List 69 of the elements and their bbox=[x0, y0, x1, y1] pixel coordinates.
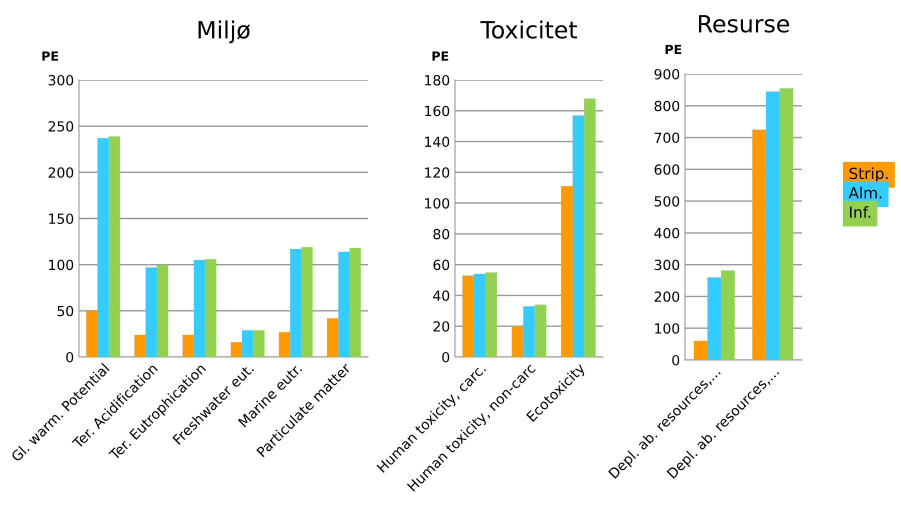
y-tick-label: 700 bbox=[654, 132, 680, 144]
text: Alm. bbox=[848, 186, 882, 198]
bar bbox=[134, 334, 146, 357]
bar bbox=[766, 91, 780, 360]
bar bbox=[350, 248, 361, 357]
chart-title: Toxicitet bbox=[480, 20, 578, 39]
bar bbox=[278, 332, 290, 357]
y-tick-label: 120 bbox=[425, 167, 450, 178]
bar bbox=[523, 306, 535, 357]
y-tick-label: 300 bbox=[654, 260, 680, 270]
y-tick-label: 0 bbox=[442, 352, 450, 362]
y-tick-label: 200 bbox=[654, 291, 680, 302]
y-tick-label: 180 bbox=[425, 74, 450, 86]
bar bbox=[780, 88, 794, 360]
y-tick-label: 400 bbox=[654, 228, 680, 238]
y-tick-label: 600 bbox=[654, 164, 680, 175]
bar bbox=[462, 275, 474, 357]
y-tick-label: 50 bbox=[58, 306, 74, 316]
bar bbox=[301, 247, 313, 357]
y-axis-title: PE bbox=[42, 51, 58, 61]
bar bbox=[194, 260, 206, 357]
bar bbox=[707, 277, 722, 360]
y-tick-label: 40 bbox=[433, 290, 450, 301]
bar bbox=[721, 270, 735, 360]
bar bbox=[694, 340, 708, 360]
y-tick-label: 0 bbox=[66, 352, 74, 362]
bar bbox=[584, 98, 596, 357]
y-tick-label: 100 bbox=[655, 323, 680, 334]
bar bbox=[752, 130, 766, 360]
bar bbox=[253, 330, 264, 357]
y-tick-label: 80 bbox=[433, 228, 450, 240]
y-tick-label: 500 bbox=[654, 196, 680, 207]
bar bbox=[242, 330, 254, 357]
bar bbox=[327, 318, 338, 357]
bar bbox=[290, 248, 302, 357]
bar bbox=[572, 115, 584, 357]
y-tick-label: 900 bbox=[654, 68, 680, 80]
y-tick-label: 800 bbox=[654, 100, 680, 112]
bar bbox=[485, 272, 497, 357]
bar bbox=[146, 267, 157, 357]
text: Inf. bbox=[850, 206, 870, 218]
y-tick-label: 100 bbox=[49, 260, 74, 270]
text: Strip. bbox=[850, 167, 888, 182]
bar bbox=[512, 326, 524, 357]
bar bbox=[561, 186, 573, 357]
y-tick-label: 150 bbox=[49, 213, 74, 224]
bar bbox=[86, 310, 98, 357]
y-tick-label: 60 bbox=[433, 260, 450, 270]
y-tick-label: 140 bbox=[425, 136, 450, 148]
y-axis-title: PE bbox=[666, 44, 682, 54]
y-tick-label: 20 bbox=[433, 321, 450, 332]
y-axis-title: PE bbox=[432, 51, 448, 61]
y-tick-label: 160 bbox=[425, 106, 450, 116]
bar bbox=[474, 274, 486, 357]
bar bbox=[97, 138, 109, 357]
bar bbox=[182, 334, 194, 357]
chart-title: Miljø bbox=[198, 20, 250, 44]
y-tick-label: 200 bbox=[48, 167, 74, 178]
y-tick-label: 300 bbox=[48, 74, 74, 86]
bar bbox=[230, 342, 242, 357]
bar bbox=[534, 304, 546, 357]
bar bbox=[338, 252, 350, 357]
y-tick-label: 0 bbox=[672, 354, 680, 366]
bar bbox=[108, 136, 120, 357]
y-tick-label: 100 bbox=[425, 198, 450, 209]
y-tick-label: 250 bbox=[48, 121, 74, 132]
bar bbox=[156, 264, 168, 357]
chart-title: Resurse bbox=[698, 15, 790, 33]
bar bbox=[205, 259, 216, 357]
